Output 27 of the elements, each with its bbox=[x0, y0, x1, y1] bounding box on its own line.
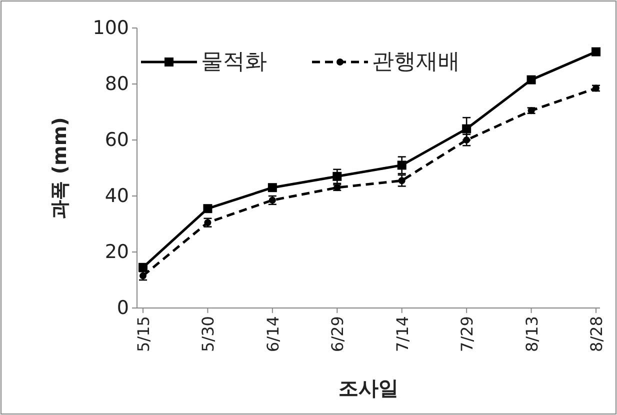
point bbox=[268, 183, 277, 192]
x-axis-title: 조사일 bbox=[338, 376, 398, 400]
point bbox=[463, 136, 470, 144]
x-tick-label: 7/29 bbox=[458, 316, 477, 352]
point bbox=[592, 47, 600, 56]
point bbox=[397, 160, 406, 170]
y-axis-title: 과폭 (mm) bbox=[49, 117, 71, 219]
x-tick-label: 6/29 bbox=[328, 316, 348, 352]
y-tick-label: 60 bbox=[104, 129, 129, 151]
point bbox=[332, 172, 342, 181]
point bbox=[203, 204, 212, 214]
y-tick-label: 0 bbox=[116, 297, 129, 319]
x-tick-label: 5/30 bbox=[198, 316, 218, 352]
point bbox=[138, 262, 148, 272]
y-tick-label: 80 bbox=[104, 73, 129, 95]
x-tick-label: 8/13 bbox=[522, 316, 542, 352]
x-tick-label: 8/28 bbox=[587, 316, 606, 352]
x-tick-label: 7/14 bbox=[392, 316, 412, 352]
legend-label: 관행재배 bbox=[372, 50, 460, 74]
point bbox=[462, 124, 472, 134]
legend-label: 물적화 bbox=[201, 50, 267, 74]
y-tick-label: 20 bbox=[104, 241, 129, 263]
point bbox=[526, 75, 536, 84]
x-tick-label: 6/14 bbox=[263, 316, 282, 352]
x-tick-label: 5/15 bbox=[134, 316, 153, 352]
y-tick-label: 40 bbox=[104, 185, 129, 207]
y-tick-label: 100 bbox=[92, 17, 129, 39]
